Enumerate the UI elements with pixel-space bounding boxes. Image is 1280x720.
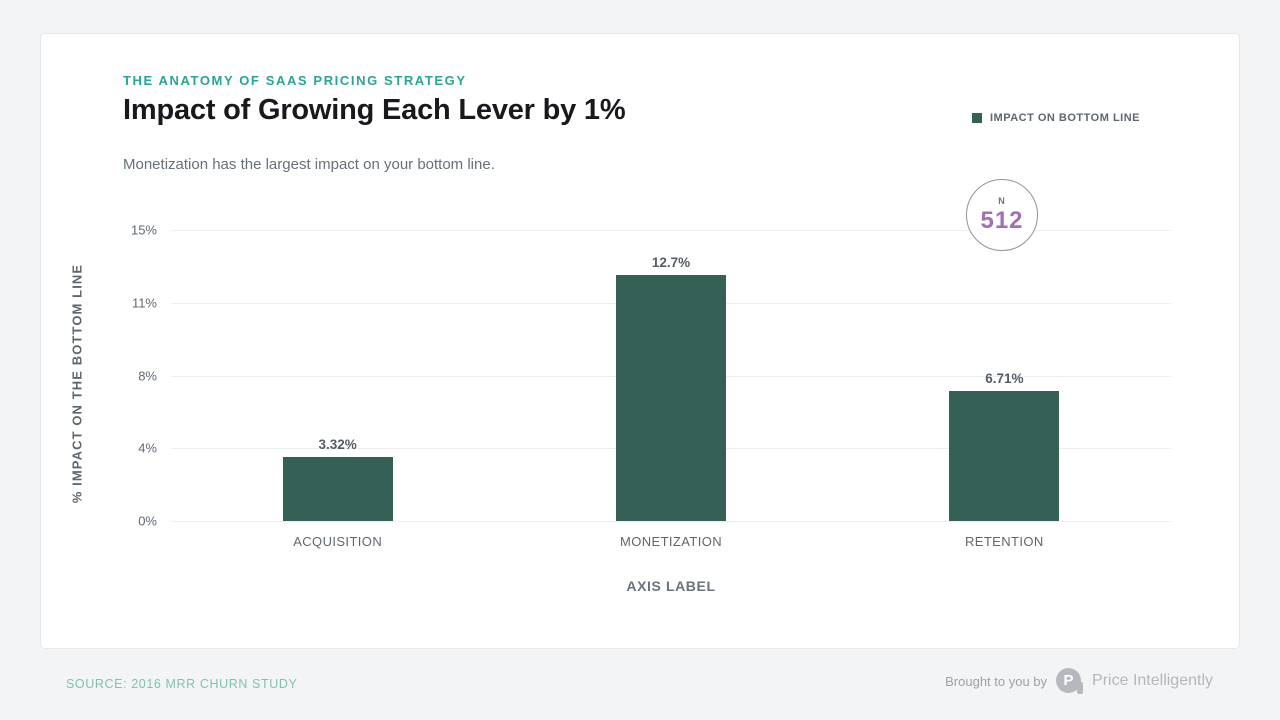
page-title: Impact of Growing Each Lever by 1%: [123, 94, 626, 126]
sample-size-badge: N 512: [966, 179, 1038, 251]
legend-swatch-icon: [971, 113, 982, 123]
plot-area: 0% 4% 8% 11% 15% 3.32% ACQUISITION 12.7% MONETIZ…: [131, 223, 1171, 549]
bar-value-label: 6.71%: [985, 370, 1024, 386]
y-axis-title: % IMPACT ON THE BOTTOM LINE: [69, 263, 85, 504]
chart-card: THE ANATOMY OF SAAS PRICING STRATEGY Imp…: [40, 33, 1240, 649]
x-category-label: ACQUISITION: [293, 534, 383, 549]
y-tick-label: 8%: [138, 368, 157, 383]
legend: IMPACT ON BOTTOM LINE: [971, 112, 1140, 124]
gridline: [171, 521, 1171, 522]
bar-value-label: 3.32%: [318, 436, 357, 452]
bar-acquisition: [282, 456, 393, 521]
kicker: THE ANATOMY OF SAAS PRICING STRATEGY: [123, 73, 467, 88]
subtitle: Monetization has the largest impact on y…: [123, 156, 495, 173]
footer-brand-row: Brought to you by P Price Intelligently: [945, 666, 1213, 696]
y-tick-label: 15%: [130, 222, 157, 238]
bar-retention: [949, 390, 1060, 521]
brought-by-label: Brought to you by: [945, 673, 1048, 689]
source-note: SOURCE: 2016 MRR CHURN STUDY: [66, 677, 298, 691]
y-tick-label: 4%: [138, 440, 157, 456]
bar-value-label: 12.7%: [651, 254, 691, 270]
sample-size-value: 512: [980, 206, 1024, 234]
x-category-label: MONETIZATION: [619, 534, 723, 549]
y-tick-label: 11%: [131, 295, 157, 311]
gridline: [171, 230, 1171, 231]
bar-monetization: [616, 274, 726, 521]
y-tick-label: 0%: [138, 513, 157, 529]
logo-letter: P: [1056, 667, 1082, 693]
x-category-label: RETENTION: [964, 534, 1044, 549]
sample-size-prefix: N: [998, 195, 1006, 206]
price-intelligently-logo-icon: P: [1056, 667, 1084, 695]
brand-name: Price Intelligently: [1092, 672, 1213, 689]
x-axis-title: AXIS LABEL: [626, 578, 716, 594]
logo-leg-shape: [1077, 681, 1084, 694]
legend-label: IMPACT ON BOTTOM LINE: [989, 112, 1140, 124]
